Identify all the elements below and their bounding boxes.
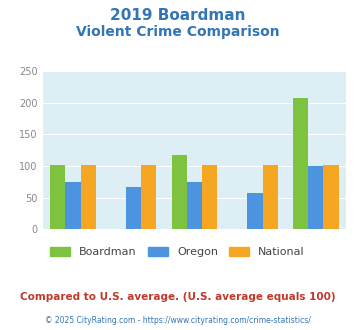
Bar — [50, 165, 65, 229]
Bar — [126, 187, 141, 229]
Text: 2019 Boardman: 2019 Boardman — [110, 8, 245, 23]
Legend: Boardman, Oregon, National: Boardman, Oregon, National — [46, 242, 309, 262]
Bar — [293, 98, 308, 229]
Bar — [81, 165, 96, 229]
Bar — [171, 154, 187, 229]
Text: Compared to U.S. average. (U.S. average equals 100): Compared to U.S. average. (U.S. average … — [20, 292, 335, 302]
Text: © 2025 CityRating.com - https://www.cityrating.com/crime-statistics/: © 2025 CityRating.com - https://www.city… — [45, 316, 310, 325]
Bar — [263, 165, 278, 229]
Bar — [187, 182, 202, 229]
Bar — [202, 165, 217, 229]
Bar — [308, 166, 323, 229]
Bar — [65, 182, 81, 229]
Bar — [323, 165, 339, 229]
Bar — [247, 193, 263, 229]
Text: Violent Crime Comparison: Violent Crime Comparison — [76, 25, 279, 39]
Bar — [141, 165, 157, 229]
